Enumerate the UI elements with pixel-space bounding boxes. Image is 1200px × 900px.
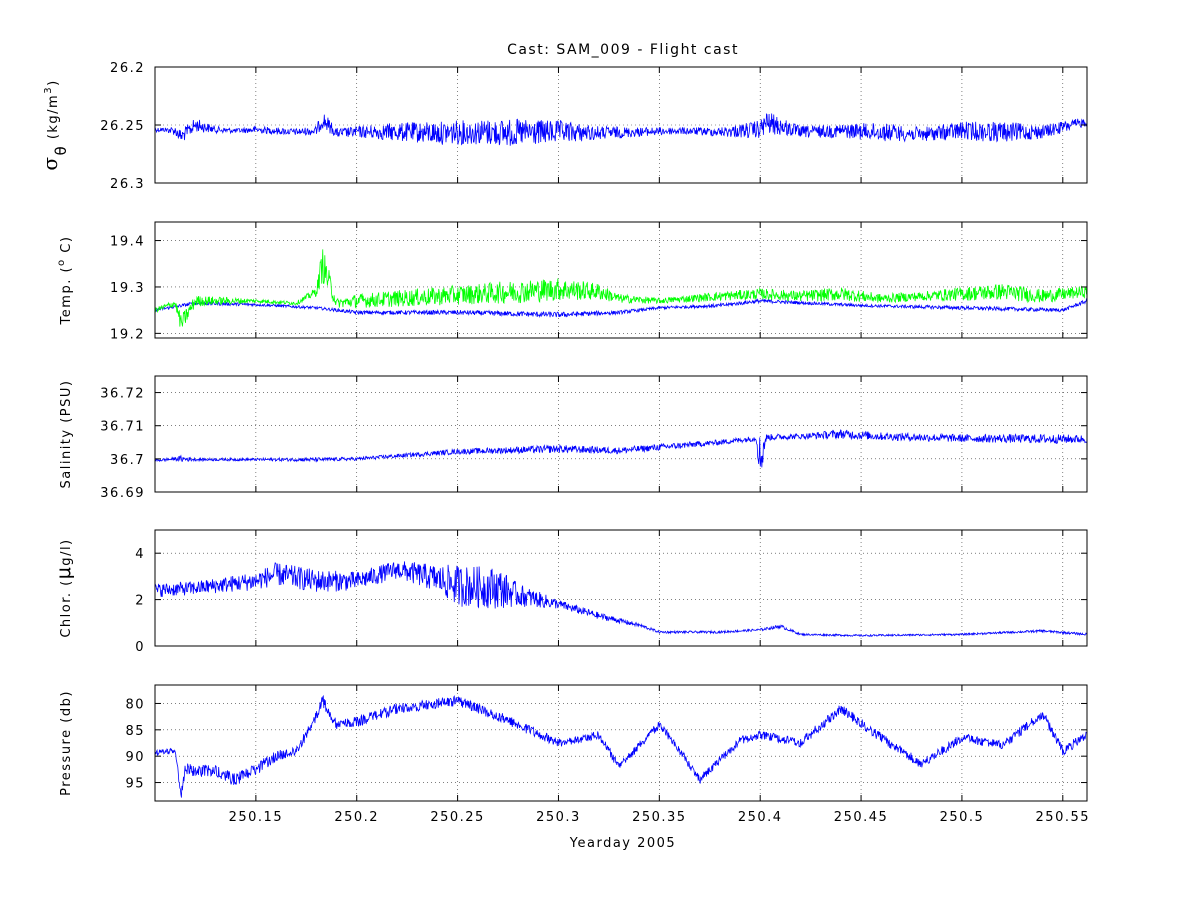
series-line-salinity-0 xyxy=(155,429,1087,468)
x-tick-label: 250.2 xyxy=(334,810,379,825)
x-tick-label: 250.3 xyxy=(536,810,581,825)
axes-frame-temp xyxy=(154,221,1088,339)
y-label-subscript: θ xyxy=(52,145,70,156)
panels-group: 26.2 26.25 26.3 σθ (kg/m3) 19.2 19.3 19.4 Temp.… xyxy=(38,61,1091,825)
series-group-temp xyxy=(155,249,1087,327)
series-line-temp-0 xyxy=(155,297,1087,319)
y-axis-label-pressure: Pressure (db) xyxy=(59,690,74,796)
y-label-unit-sup: 3 xyxy=(43,86,54,94)
y-tick-label: 0 xyxy=(135,640,145,655)
x-tick-label: 250.15 xyxy=(229,810,284,825)
y-tick-label: 26.2 xyxy=(110,61,145,76)
series-line-sigma-0 xyxy=(155,113,1087,146)
series-line-temp-1 xyxy=(155,249,1087,327)
axes-frame-chlor xyxy=(154,529,1088,647)
y-tick-label: 19.4 xyxy=(110,235,145,250)
y-label-sup: o xyxy=(56,258,67,266)
y-label-tail: g/l) xyxy=(59,538,74,565)
grid-salinity xyxy=(155,376,1087,493)
y-label-text: Temp. ( xyxy=(59,266,74,325)
series-group-sigma xyxy=(155,113,1087,146)
y-axis-label-temp: Temp. (o C) xyxy=(56,236,74,326)
series-line-pressure-0 xyxy=(155,694,1087,798)
y-tick-label: 80 xyxy=(125,697,145,712)
x-axis-label: Yearday 2005 xyxy=(569,836,676,851)
y-label-text: Pressure (db) xyxy=(59,690,74,796)
y-axis-label-salinity: Salinity (PSU) xyxy=(59,380,74,489)
y-tick-label: 95 xyxy=(125,777,145,792)
y-tick-label: 90 xyxy=(125,750,145,765)
series-line-chlor-0 xyxy=(155,561,1087,638)
axes-frame-pressure xyxy=(154,684,1088,802)
grid-pressure xyxy=(155,685,1087,801)
y-tick-label: 36.7 xyxy=(110,453,145,468)
y-tick-label: 2 xyxy=(135,594,145,609)
grid-sigma xyxy=(155,66,1087,184)
y-tick-label: 19.2 xyxy=(110,327,145,342)
y-label-text: Chlor. ( xyxy=(59,579,74,637)
x-tick-label: 250.35 xyxy=(632,810,687,825)
y-axis-label-sigma: σθ (kg/m3) xyxy=(38,79,70,170)
panel-salinity: 36.69 36.7 36.71 36.72 Salinity (PSU) xyxy=(59,375,1088,501)
x-tick-label: 250.25 xyxy=(430,810,485,825)
panel-sigma: 26.2 26.25 26.3 σθ (kg/m3) xyxy=(38,61,1088,192)
panel-pressure: 80 85 90 95 Pressure (db) 250.15 250.2 250.25 25… xyxy=(59,684,1091,825)
y-label-symbol: σ xyxy=(38,156,62,171)
y-axis-label-chlor: Chlor. (μg/l) xyxy=(53,538,75,637)
series-group-chlor xyxy=(155,561,1087,638)
y-tick-label: 4 xyxy=(135,547,145,562)
y-tick-label: 19.3 xyxy=(110,281,145,296)
y-tick-label: 26.25 xyxy=(100,119,145,134)
y-label-unit: (kg/m xyxy=(46,94,61,145)
x-tick-label: 250.55 xyxy=(1036,810,1091,825)
y-label-unit-close: ) xyxy=(46,79,61,86)
x-tick-label: 250.5 xyxy=(940,810,985,825)
grid-temp xyxy=(155,222,1087,338)
y-label-text: Salinity (PSU) xyxy=(59,380,74,489)
axes-frame-salinity xyxy=(154,375,1088,493)
y-tick-label: 85 xyxy=(125,724,145,739)
y-tick-label: 36.71 xyxy=(100,420,145,435)
y-tick-label: 26.3 xyxy=(110,177,145,192)
series-group-pressure xyxy=(155,694,1087,798)
y-label-tail: C) xyxy=(59,236,74,259)
series-group-salinity xyxy=(155,429,1087,468)
y-tick-label: 36.69 xyxy=(100,486,145,501)
panel-chlor: 0 2 4 Chlor. (μg/l) xyxy=(53,529,1088,655)
x-tick-label: 250.45 xyxy=(834,810,889,825)
panel-temp: 19.2 19.3 19.4 Temp. (o C) xyxy=(56,221,1088,342)
y-label-mu: μ xyxy=(53,566,75,580)
chart-title: Cast: SAM_009 - Flight cast xyxy=(507,42,739,58)
grid-chlor xyxy=(155,530,1087,647)
y-tick-label: 36.72 xyxy=(100,387,145,402)
x-tick-label: 250.4 xyxy=(738,810,783,825)
